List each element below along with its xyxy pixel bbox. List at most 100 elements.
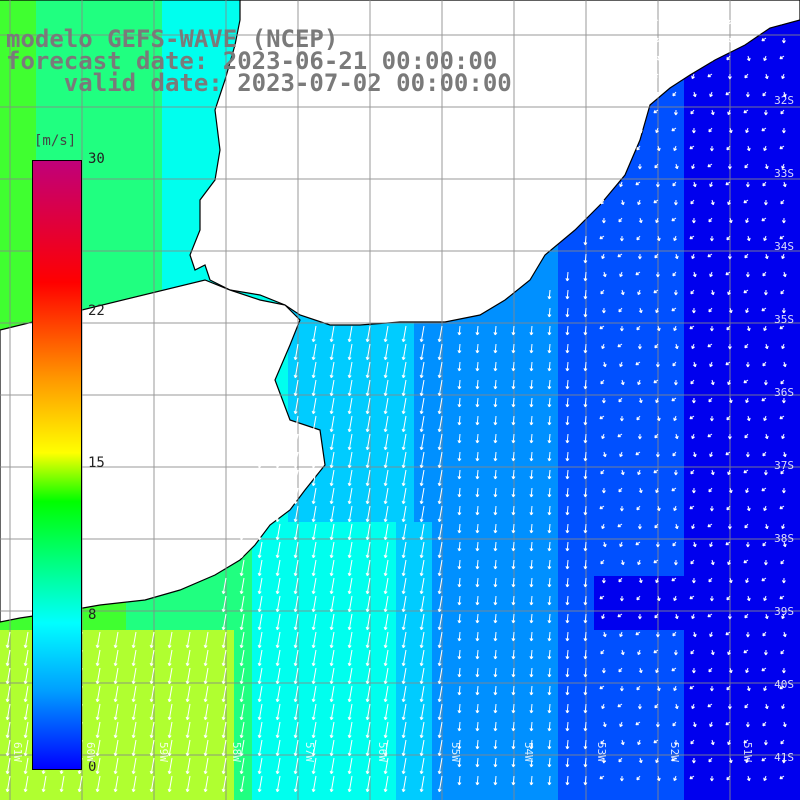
wind-speed-cell [234,630,253,649]
wind-speed-cell [144,90,163,109]
wind-speed-cell [90,162,109,181]
wind-arrow [383,775,389,793]
wind-speed-cell [18,666,37,685]
wind-arrow [437,469,443,487]
wind-speed-cell [144,270,163,289]
wind-speed-cell [396,792,415,800]
wind-arrow [654,73,659,79]
wind-speed-cell [666,504,685,523]
wind-speed-cell [612,558,631,577]
wind-speed-cell [612,702,631,721]
wind-speed-cell [666,720,685,739]
wind-speed-cell [180,36,199,55]
wind-speed-cell [756,54,775,73]
wind-speed-cell [396,738,415,757]
wind-speed-cell [792,162,800,181]
wind-speed-cell [306,666,325,685]
wind-speed-cell [774,720,793,739]
wind-arrow [383,721,389,739]
wind-arrow [583,469,588,480]
wind-arrow [419,523,425,541]
wind-speed-cell [414,684,433,703]
wind-arrow [746,55,751,62]
wind-speed-cell [774,180,793,199]
wind-speed-cell [306,378,325,397]
wind-arrow [365,415,371,433]
wind-speed-cell [90,216,109,235]
wind-arrow [583,613,588,624]
wind-arrow [185,721,191,739]
wind-arrow [709,541,713,548]
wind-speed-cell [702,630,721,649]
wind-speed-cell [630,720,649,739]
wind-arrow [583,541,588,552]
wind-speed-cell [666,756,685,775]
wind-speed-cell [54,0,73,19]
wind-arrow [113,739,119,757]
wind-arrow [437,631,443,649]
wind-speed-cell [414,792,433,800]
wind-arrow [475,613,480,624]
wind-speed-cell [162,774,181,793]
wind-speed-cell [252,648,271,667]
wind-arrow [239,721,245,739]
wind-speed-cell [576,792,595,800]
wind-arrow [383,631,389,649]
wind-arrow [457,559,462,570]
wind-arrow [618,397,623,403]
wind-speed-cell [738,234,757,253]
wind-speed-cell [180,162,199,181]
wind-arrow [329,613,335,631]
wind-arrow [401,703,407,721]
latitude-label: 36S [774,386,794,399]
wind-arrow [437,667,443,685]
wind-speed-cell [666,486,685,505]
wind-speed-cell [90,72,109,91]
wind-speed-cell [198,18,217,37]
wind-arrow [635,91,641,96]
wind-arrow [365,703,371,721]
wind-speed-cell [144,234,163,253]
wind-arrow [149,721,155,739]
wind-arrow [383,487,389,505]
wind-speed-cell [666,648,685,667]
wind-speed-cell [162,180,181,199]
wind-speed-cell [756,666,775,685]
wind-speed-cell [684,342,703,361]
wind-arrow [583,721,588,732]
wind-speed-cell [432,774,451,793]
wind-arrow [673,559,678,566]
wind-speed-cell [792,126,800,145]
wind-speed-cell [774,36,793,55]
wind-arrow [690,559,695,565]
wind-speed-cell [720,306,739,325]
wind-arrow [547,541,552,552]
wind-arrow [764,613,769,620]
wind-arrow [780,109,785,115]
wind-speed-cell [72,36,91,55]
wind-speed-cell [288,774,307,793]
wind-arrow [113,721,119,739]
wind-arrow [619,595,624,602]
wind-arrow [619,325,624,332]
wind-speed-cell [666,144,685,163]
wind-arrow [275,433,281,451]
wind-speed-cell [648,126,667,145]
wind-speed-cell [702,180,721,199]
wind-arrow [275,649,281,667]
wind-arrow [475,469,480,480]
wind-arrow [636,325,641,331]
wind-arrow [637,253,642,260]
wind-arrow [419,649,425,667]
wind-speed-cell [720,54,739,73]
wind-speed-cell [324,432,343,451]
wind-speed-cell [90,684,109,703]
wind-arrow [293,631,299,649]
wind-arrow [743,559,749,564]
wind-speed-cell [378,486,397,505]
wind-arrow [779,145,785,150]
wind-arrow [583,379,588,390]
wind-speed-cell [702,774,721,793]
wind-arrow [257,775,263,793]
wind-speed-cell [288,756,307,775]
